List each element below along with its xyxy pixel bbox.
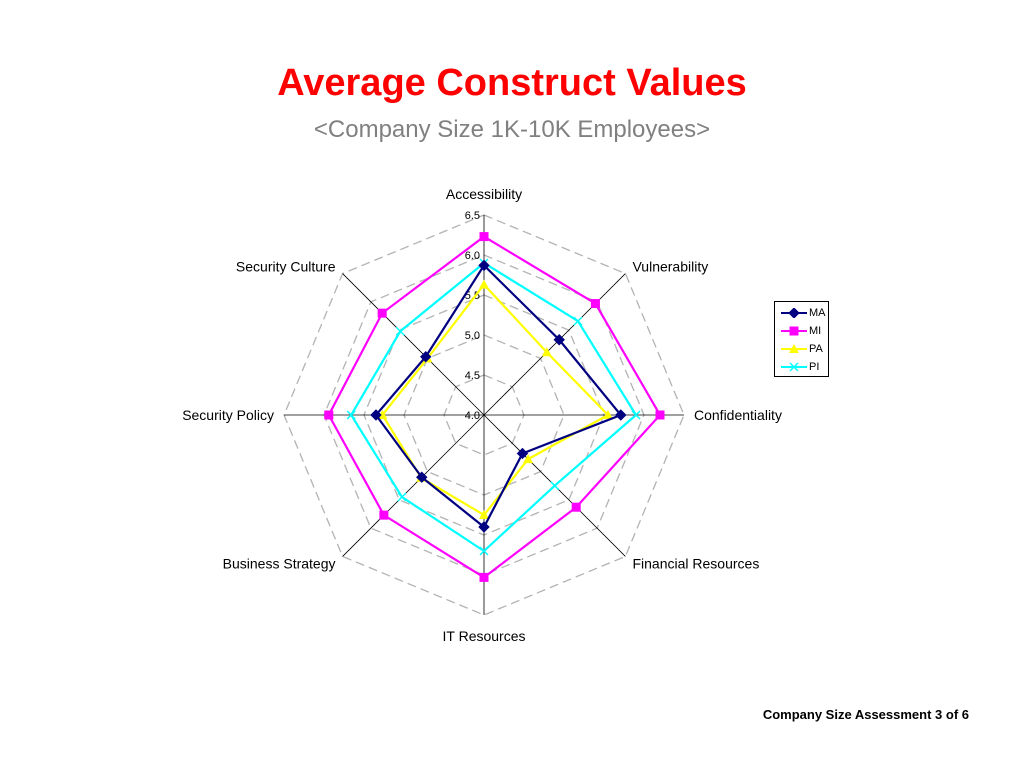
data-point [324, 410, 334, 420]
legend-label: MA [809, 307, 826, 319]
legend-label: PI [809, 361, 820, 373]
axis-label: Vulnerability [632, 259, 708, 275]
axis-spoke [483, 273, 626, 416]
data-point [346, 410, 356, 420]
data-point [420, 351, 432, 363]
data-point [379, 510, 389, 520]
chart-legend: MA MI PA PI [774, 301, 829, 377]
data-point [789, 326, 799, 336]
data-point [479, 546, 489, 556]
data-point [377, 308, 387, 318]
data-point [603, 410, 613, 419]
axis-spoke [342, 414, 485, 557]
grid-ring [283, 214, 685, 616]
tick-label: 5.0 [465, 330, 480, 342]
data-point [573, 316, 583, 326]
tick-label: 6.5 [465, 210, 480, 222]
axis-label: Financial Resources [632, 555, 759, 571]
data-point [416, 471, 428, 483]
series-line-mi [327, 235, 662, 579]
axis-label: Accessibility [446, 186, 522, 202]
legend-swatch [781, 362, 807, 372]
data-point [479, 232, 489, 242]
data-point [571, 502, 581, 512]
axis-label: Confidentiality [694, 407, 782, 423]
data-point [395, 326, 405, 336]
legend-label: PA [809, 343, 823, 355]
tick-label: 4.5 [465, 370, 480, 382]
legend-swatch [781, 326, 807, 336]
data-point [479, 572, 489, 582]
data-point [516, 447, 529, 460]
legend-item: MI [775, 322, 828, 340]
axis-label: Security Policy [182, 407, 274, 423]
legend-item: MA [775, 304, 828, 322]
data-point [550, 481, 560, 491]
tick-label: 5.5 [465, 290, 480, 302]
legend-swatch [781, 344, 807, 353]
legend-item: PI [775, 358, 828, 376]
data-point [631, 410, 641, 420]
tick-label: 6.0 [465, 250, 480, 262]
slide-title: Average Construct Values [277, 62, 747, 104]
axis-label: IT Resources [443, 628, 526, 644]
data-point [789, 344, 799, 353]
data-point [479, 279, 489, 289]
legend-label: MI [809, 325, 822, 337]
slide-subtitle: <Company Size 1K-10K Employees> [313, 116, 711, 143]
grid-ring [443, 374, 525, 456]
axis-spoke [342, 273, 485, 416]
data-point [479, 510, 489, 519]
tick-label: 4.0 [465, 410, 480, 422]
data-point [397, 492, 407, 502]
series-line-ma [374, 263, 623, 529]
data-point [541, 347, 552, 357]
data-point [478, 521, 490, 533]
data-point [789, 362, 799, 372]
data-point [478, 259, 490, 272]
data-point [788, 308, 800, 318]
data-point [523, 454, 534, 464]
grid-ring [323, 254, 645, 576]
data-point [370, 409, 382, 421]
legend-swatch [781, 308, 807, 318]
axis-label: Business Strategy [223, 555, 336, 571]
data-point [655, 410, 665, 420]
data-point [590, 299, 600, 309]
axis-label: Security Culture [236, 259, 336, 275]
footer-page-label: Company Size Assessment 3 of 6 [762, 707, 969, 722]
legend-item: PA [775, 340, 828, 358]
data-point [553, 334, 565, 346]
data-point [615, 409, 627, 421]
